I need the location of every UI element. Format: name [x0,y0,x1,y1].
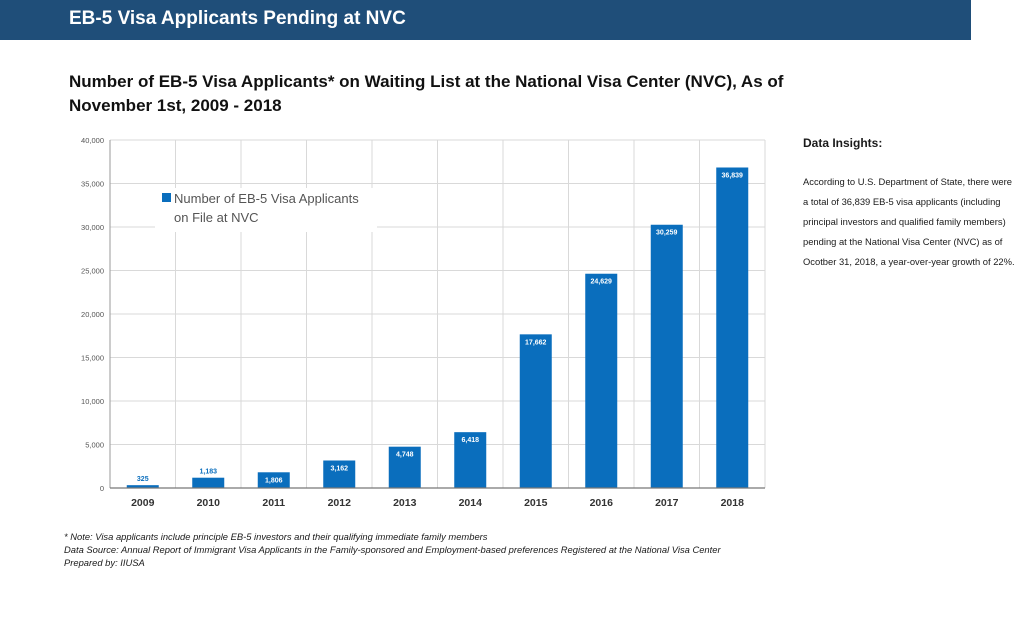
y-tick-label: 5,000 [85,441,104,450]
x-tick-label: 2018 [721,497,745,509]
x-tick-label: 2012 [328,497,352,509]
bar [454,432,487,488]
data-label: 1,183 [199,469,217,476]
y-tick-label: 40,000 [81,136,104,145]
data-label: 3,162 [330,465,348,472]
y-tick-label: 30,000 [81,223,104,232]
y-tick-label: 10,000 [81,397,104,406]
header-title: EB-5 Visa Applicants Pending at NVC [69,8,406,29]
data-label: 24,629 [591,279,613,286]
bar [126,485,159,488]
note-text: * Note: Visa applicants include principl… [64,531,488,542]
chart-legend: Number of EB-5 Visa Applicants on File a… [155,188,377,232]
data-label: 17,662 [525,339,547,346]
bar [519,334,552,488]
x-tick-label: 2017 [655,497,679,509]
y-tick-label: 35,000 [81,180,104,189]
x-tick-label: 2010 [197,497,221,509]
y-tick-label: 25,000 [81,267,104,276]
data-label: 30,259 [656,230,678,237]
bar [585,273,618,488]
source-text: Data Source: Annual Report of Immigrant … [64,544,721,555]
x-tick-label: 2009 [131,497,155,509]
data-insights: Data Insights: According to U.S. Departm… [803,136,1018,272]
data-label: 4,748 [396,452,414,459]
bar [388,446,421,488]
bar [323,460,356,488]
x-tick-label: 2011 [262,497,285,509]
legend-label: Number of EB-5 Visa Applicants on File a… [174,191,359,225]
y-tick-label: 0 [100,484,104,493]
y-tick-label: 20,000 [81,310,104,319]
y-tick-label: 15,000 [81,354,104,363]
data-label: 6,418 [461,437,479,444]
insights-title: Data Insights: [803,136,883,150]
chart-notes: * Note: Visa applicants include principl… [64,530,964,569]
x-tick-label: 2016 [590,497,614,509]
prepared-by-text: Prepared by: IIUSA [64,557,145,568]
header-bar: EB-5 Visa Applicants Pending at NVC [0,0,971,40]
bar [192,477,225,488]
data-label: 1,806 [265,477,283,484]
data-label: 325 [137,476,149,483]
x-tick-label: 2013 [393,497,417,509]
legend-swatch [162,193,171,202]
bar [257,472,290,488]
x-tick-label: 2014 [459,497,483,509]
x-tick-label: 2015 [524,497,548,509]
chart-title: Number of EB-5 Visa Applicants* on Waiti… [69,72,784,115]
data-label: 36,839 [722,173,744,180]
bar [650,224,683,488]
bar [716,167,749,488]
insights-body: According to U.S. Department of State, t… [803,176,1015,267]
